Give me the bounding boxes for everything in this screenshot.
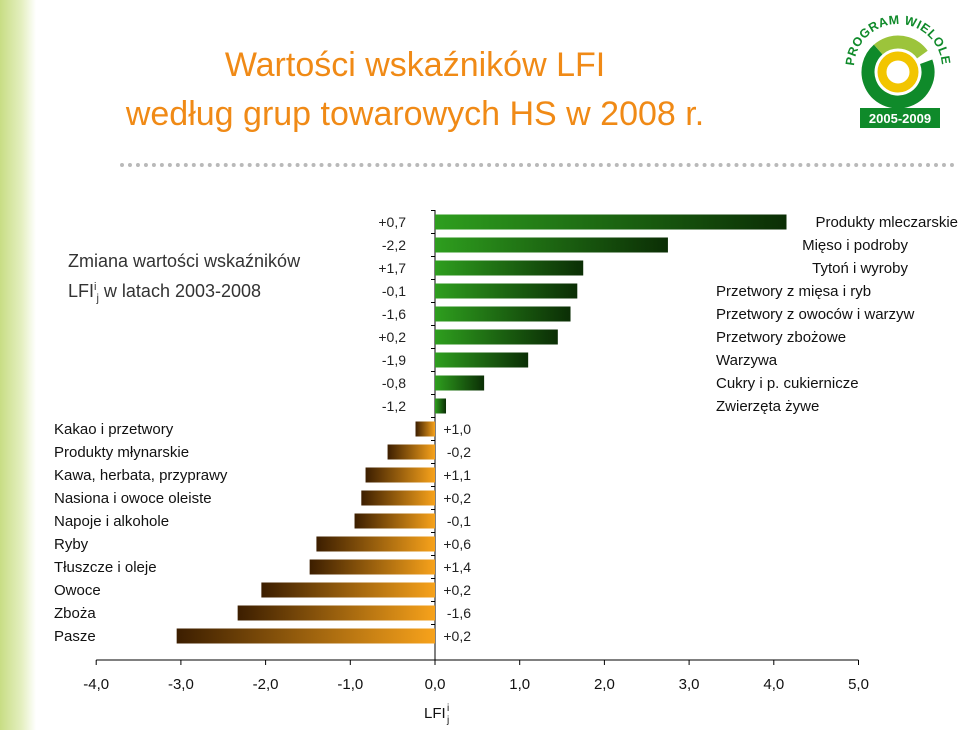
x-axis-label: LFI bbox=[424, 705, 446, 722]
category-label-9: Zwierzęta żywe bbox=[716, 398, 819, 415]
change-label-10: +1,0 bbox=[443, 421, 471, 437]
change-label-7: -1,9 bbox=[382, 352, 406, 368]
category-label-7: Warzywa bbox=[716, 352, 778, 369]
x-tick-label-7: 2,0 bbox=[594, 676, 615, 693]
x-tick-label-5: 0,0 bbox=[425, 676, 446, 693]
bar-12 bbox=[365, 467, 435, 483]
change-label-11: -0,2 bbox=[447, 444, 471, 460]
x-tick-label-1: -4,0 bbox=[83, 676, 109, 693]
bar-19 bbox=[176, 628, 436, 644]
program-logo: PROGRAM WIELOLETNI 2005-2009 bbox=[840, 8, 956, 132]
bar-10 bbox=[415, 421, 435, 437]
subtitle-sub: j bbox=[96, 292, 99, 305]
bar-17 bbox=[261, 582, 435, 598]
x-tick-label-9: 4,0 bbox=[763, 676, 784, 693]
category-label-13: Nasiona i owoce oleiste bbox=[54, 490, 212, 507]
chart-subtitle: Zmiana wartości wskaźników LFIij w latac… bbox=[68, 248, 300, 312]
bar-4 bbox=[435, 283, 578, 299]
category-label-6: Przetwory zbożowe bbox=[716, 329, 846, 346]
change-label-4: -0,1 bbox=[382, 283, 406, 299]
bar-2 bbox=[435, 237, 668, 253]
subtitle-sup: i bbox=[94, 281, 97, 293]
page-title-line1: Wartości wskaźników LFI bbox=[224, 46, 606, 84]
change-label-12: +1,1 bbox=[443, 467, 471, 483]
change-label-19: +0,2 bbox=[443, 628, 471, 644]
change-label-15: +0,6 bbox=[443, 536, 471, 552]
category-label-11: Produkty młynarskie bbox=[54, 444, 189, 461]
change-label-1: +0,7 bbox=[378, 214, 406, 230]
subtitle-rest: w latach 2003-2008 bbox=[98, 281, 262, 301]
change-label-14: -0,1 bbox=[447, 513, 471, 529]
bar-14 bbox=[354, 513, 435, 529]
bar-11 bbox=[387, 444, 435, 460]
bar-15 bbox=[316, 536, 435, 552]
decorative-sidebar bbox=[0, 0, 36, 730]
subtitle-line1: Zmiana wartości wskaźników bbox=[68, 251, 301, 271]
category-label-8: Cukry i p. cukiernicze bbox=[716, 375, 859, 392]
bar-16 bbox=[309, 559, 435, 575]
x-axis-label-sup: i bbox=[447, 703, 449, 714]
x-axis-label-sub: j bbox=[446, 715, 449, 726]
subtitle-lfi: LFI bbox=[68, 281, 95, 301]
category-label-3: Tytoń i wyroby bbox=[812, 260, 908, 277]
change-label-3: +1,7 bbox=[378, 260, 406, 276]
change-label-6: +0,2 bbox=[378, 329, 406, 345]
page-title-line2: według grup towarowych HS w 2008 r. bbox=[125, 95, 705, 133]
change-label-16: +1,4 bbox=[443, 559, 471, 575]
category-label-5: Przetwory z owoców i warzyw bbox=[716, 306, 915, 323]
bar-9 bbox=[435, 398, 447, 414]
bar-8 bbox=[435, 375, 485, 391]
category-label-10: Kakao i przetwory bbox=[54, 421, 174, 438]
category-label-4: Przetwory z mięsa i ryb bbox=[716, 283, 871, 300]
x-tick-label-10: 5,0 bbox=[848, 676, 869, 693]
change-label-13: +0,2 bbox=[443, 490, 471, 506]
bar-1 bbox=[435, 214, 787, 230]
bar-18 bbox=[237, 605, 435, 621]
category-label-14: Napoje i alkohole bbox=[54, 513, 169, 530]
category-label-17: Owoce bbox=[54, 582, 101, 599]
x-tick-label-6: 1,0 bbox=[509, 676, 530, 693]
logo-text-bottom: 2005-2009 bbox=[869, 111, 931, 126]
change-label-2: -2,2 bbox=[382, 237, 406, 253]
x-tick-label-2: -3,0 bbox=[168, 676, 194, 693]
change-label-17: +0,2 bbox=[443, 582, 471, 598]
x-tick-label-8: 3,0 bbox=[679, 676, 700, 693]
change-label-18: -1,6 bbox=[447, 605, 471, 621]
change-label-9: -1,2 bbox=[382, 398, 406, 414]
x-tick-label-4: -1,0 bbox=[337, 676, 363, 693]
category-label-1: Produkty mleczarskie bbox=[815, 214, 958, 231]
category-label-12: Kawa, herbata, przyprawy bbox=[54, 467, 228, 484]
category-label-15: Ryby bbox=[54, 536, 89, 553]
bar-6 bbox=[435, 329, 558, 345]
x-tick-label-3: -2,0 bbox=[253, 676, 279, 693]
category-label-19: Pasze bbox=[54, 628, 96, 645]
bar-7 bbox=[435, 352, 529, 368]
change-label-5: -1,6 bbox=[382, 306, 406, 322]
divider bbox=[120, 163, 955, 167]
bar-3 bbox=[435, 260, 584, 276]
bar-13 bbox=[361, 490, 435, 506]
category-label-16: Tłuszcze i oleje bbox=[54, 559, 157, 576]
bar-5 bbox=[435, 306, 571, 322]
subtitle-line2: LFIij w latach 2003-2008 bbox=[68, 274, 300, 312]
category-label-2: Mięso i podroby bbox=[802, 237, 908, 254]
change-label-8: -0,8 bbox=[382, 375, 406, 391]
category-label-18: Zboża bbox=[54, 605, 96, 622]
